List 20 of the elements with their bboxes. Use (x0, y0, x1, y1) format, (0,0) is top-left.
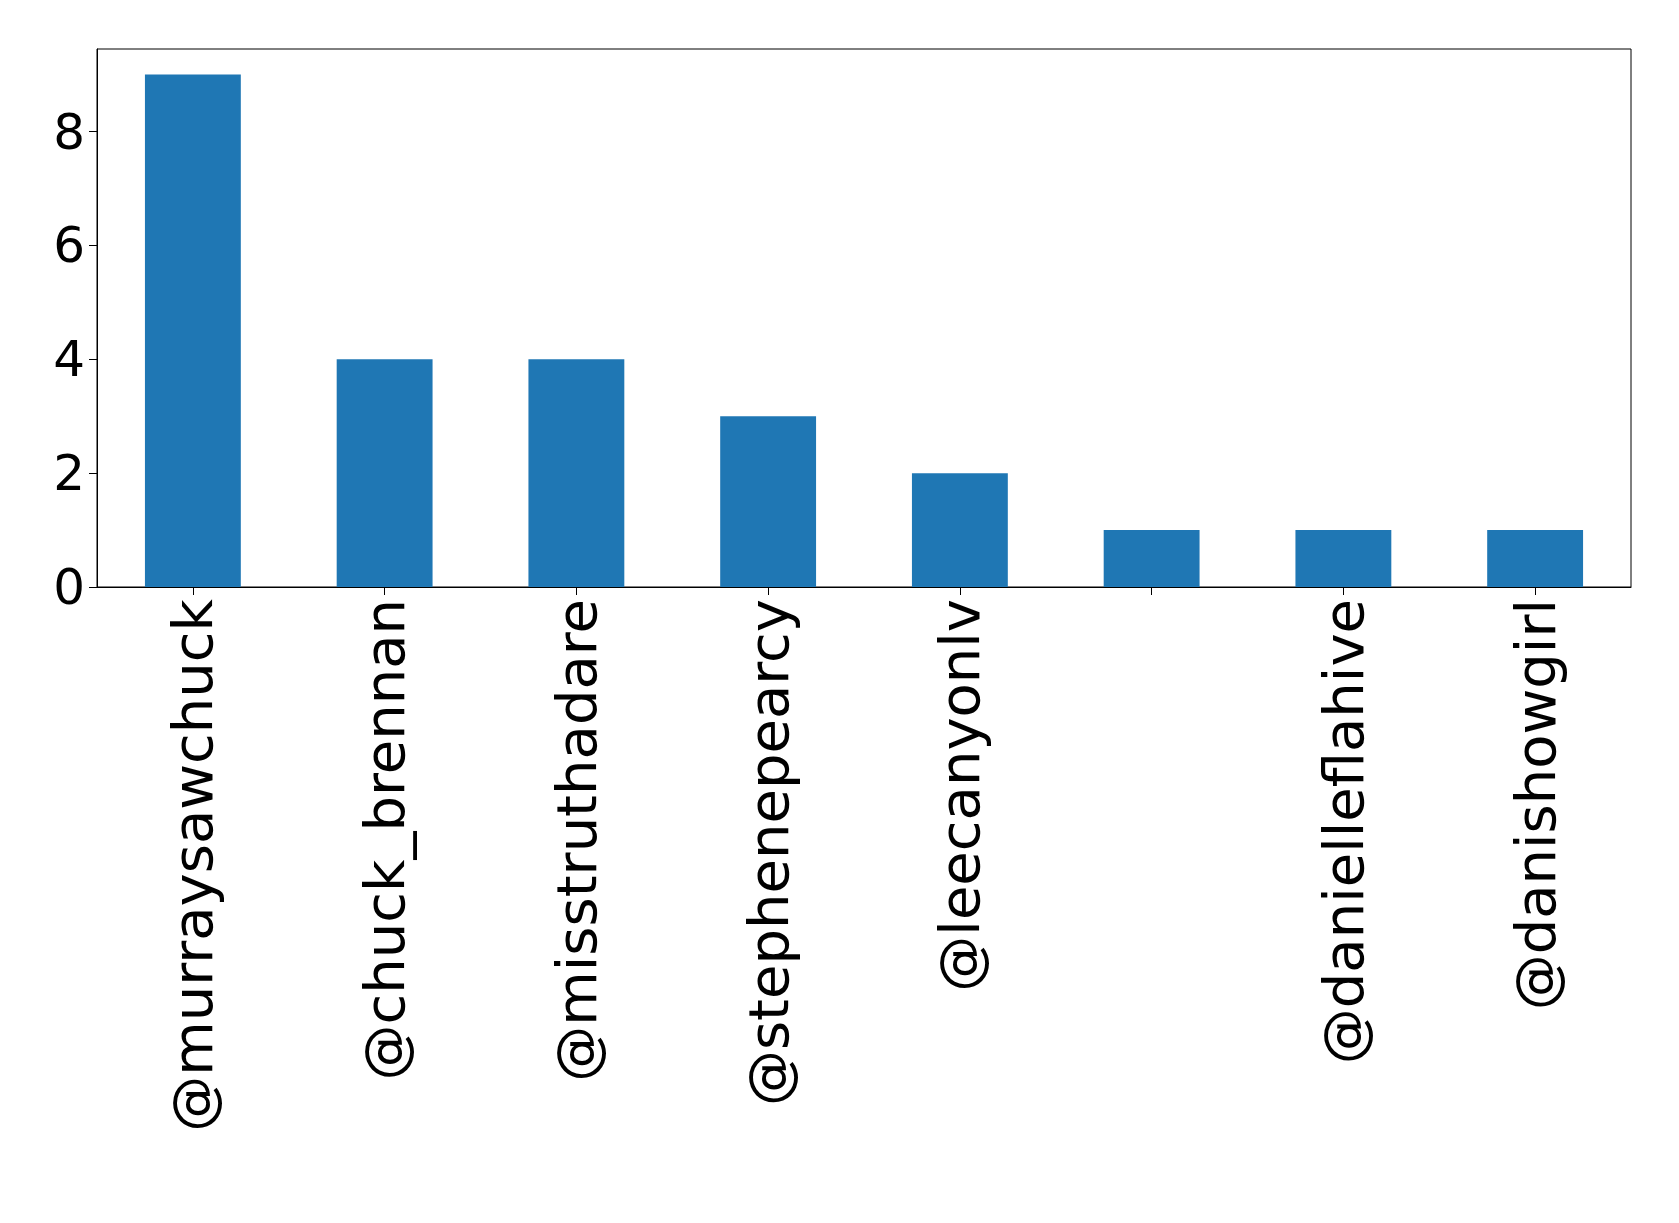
y-tick-label: 0 (53, 558, 85, 616)
y-tick-label: 2 (53, 444, 85, 503)
bar (720, 416, 817, 587)
y-tick-label: 8 (53, 102, 85, 161)
bar (911, 473, 1008, 587)
x-tick-label: @stephenepearcy (735, 599, 801, 1107)
y-tick-label: 6 (53, 216, 85, 275)
x-tick-label: @danielleflahive (1310, 599, 1376, 1065)
bar (1295, 530, 1392, 587)
bar (144, 74, 241, 587)
bar (528, 359, 625, 587)
bar (336, 359, 433, 587)
x-tick-label: @chuck_brennan (352, 599, 418, 1081)
x-tick-label: @murraysawchuck (160, 598, 226, 1132)
bar (1103, 530, 1200, 587)
bar (1487, 530, 1584, 587)
y-tick-label: 4 (53, 330, 85, 389)
x-tick-label: @misstruthadare (543, 599, 609, 1082)
x-tick-label: @leecanyonlv (927, 599, 993, 992)
x-tick-label: @danishowgirl (1502, 599, 1568, 1011)
